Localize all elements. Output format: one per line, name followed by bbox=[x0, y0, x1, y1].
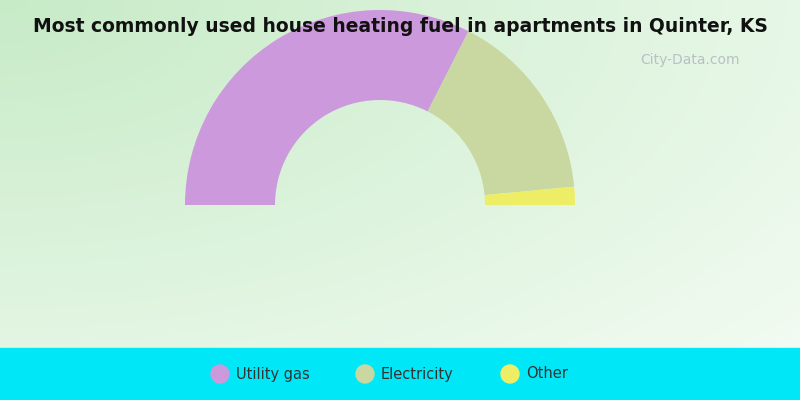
Text: Most commonly used house heating fuel in apartments in Quinter, KS: Most commonly used house heating fuel in… bbox=[33, 17, 767, 36]
Circle shape bbox=[356, 365, 374, 383]
Bar bbox=[0, 348, 800, 400]
Wedge shape bbox=[428, 31, 574, 195]
Text: Electricity: Electricity bbox=[381, 366, 454, 382]
Text: Utility gas: Utility gas bbox=[236, 366, 310, 382]
Text: City-Data.com: City-Data.com bbox=[640, 53, 740, 67]
Circle shape bbox=[211, 365, 229, 383]
Wedge shape bbox=[185, 10, 469, 205]
Circle shape bbox=[501, 365, 519, 383]
Wedge shape bbox=[485, 187, 575, 205]
Text: Other: Other bbox=[526, 366, 568, 382]
